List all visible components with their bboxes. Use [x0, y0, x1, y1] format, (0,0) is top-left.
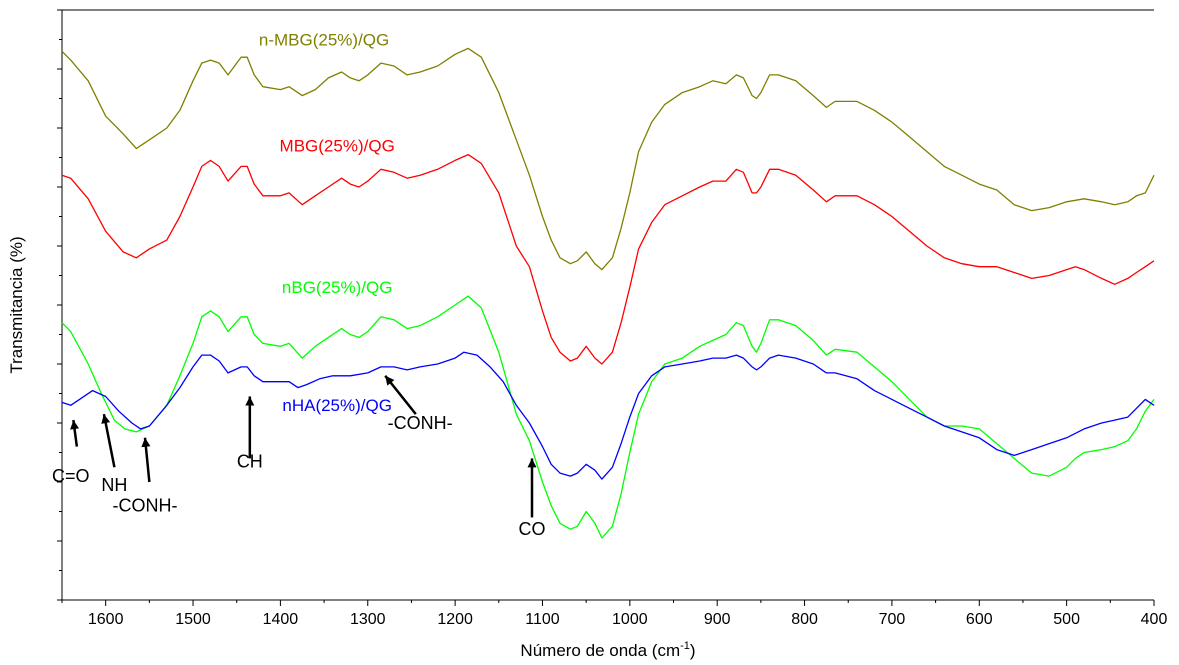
annotation-arrow-head	[141, 437, 151, 448]
annotations: C=O NH-CONH-CH-CONH-CO	[52, 375, 545, 539]
x-tick-label: 1400	[263, 611, 299, 628]
annotation-arrow-head	[101, 414, 111, 424]
x-tick-label: 800	[791, 611, 818, 628]
x-tick-label: 500	[1053, 611, 1080, 628]
x-tick-label: 1200	[437, 611, 473, 628]
annotation-arrow-head	[245, 396, 255, 406]
series-line-0	[61, 47, 1155, 271]
series-label-3: nHA(25%)/QG	[282, 396, 392, 415]
series-label-1: MBG(25%)/QG	[280, 137, 395, 156]
annotation-arrow-head	[385, 375, 395, 386]
series-line-3	[61, 351, 1155, 480]
plot-frame	[61, 9, 1154, 601]
annotation-label: CO	[518, 519, 545, 539]
x-axis-title: Número de onda (cm-1)	[520, 640, 695, 660]
x-tick-label: 1000	[612, 611, 648, 628]
x-axis-ticks: 1600 1500 1400 1300 1200 1100 1000 900 800 700 600…	[57, 9, 1168, 628]
x-tick-label: 1500	[175, 611, 211, 628]
annotation-arrow-head	[527, 458, 537, 468]
annotation-arrow-head	[70, 420, 79, 430]
x-tick-label: 1600	[88, 611, 124, 628]
annotation-label: -CONH-	[388, 413, 453, 433]
series-line-1	[61, 153, 1155, 365]
series-lines	[61, 47, 1155, 539]
x-tick-label: 1100	[525, 611, 560, 628]
x-axis-title-superscript: -1	[680, 640, 690, 652]
annotation-label: CH	[237, 451, 263, 471]
annotation-label: -CONH-	[112, 496, 177, 516]
series-line-2	[61, 295, 1155, 539]
x-tick-label: 900	[704, 611, 731, 628]
x-tick-label: 700	[879, 611, 906, 628]
x-tick-label: 600	[966, 611, 993, 628]
series-labels: n-MBG(25%)/QG MBG(25%)/QG nBG(25%)/QG nHA(2…	[259, 30, 395, 415]
series-label-2: nBG(25%)/QG	[282, 278, 393, 297]
annotation-label: NH	[101, 475, 127, 495]
x-tick-label: 1300	[350, 611, 386, 628]
series-label-0: n-MBG(25%)/QG	[259, 30, 389, 49]
annotation-label: C=O	[52, 466, 90, 486]
x-tick-label: 400	[1141, 611, 1168, 628]
y-axis-title: Transmitancia (%)	[7, 236, 26, 373]
